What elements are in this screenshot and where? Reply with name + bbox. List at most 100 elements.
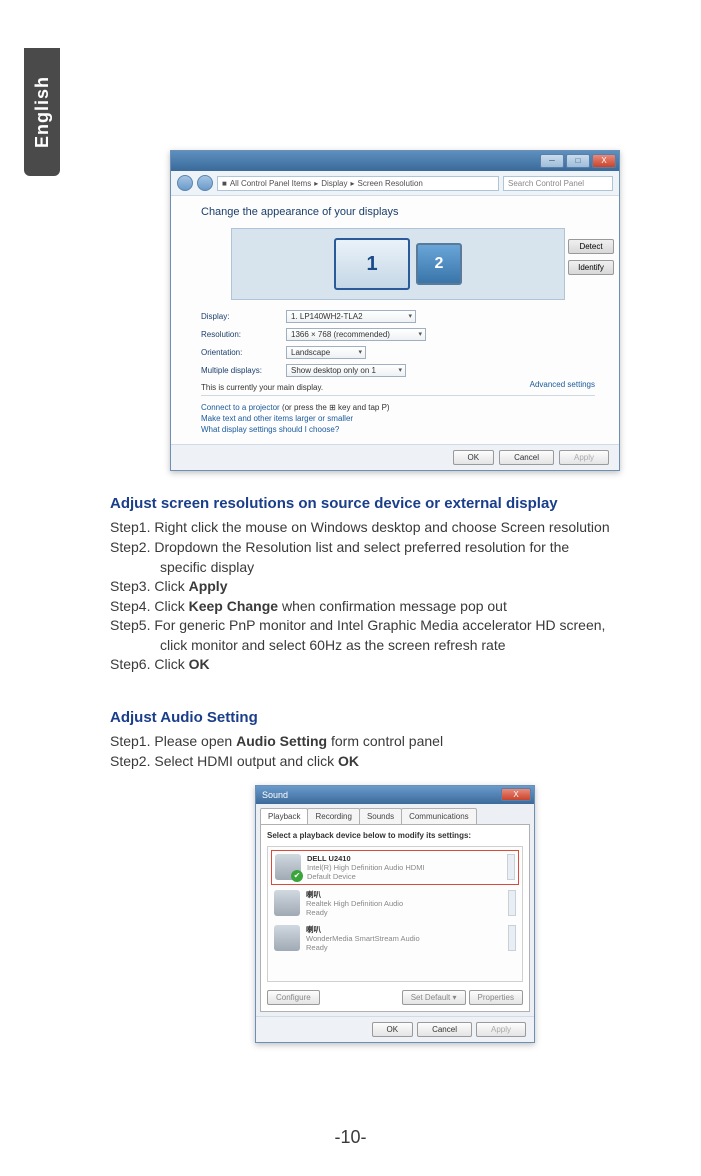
label-display: Display: bbox=[201, 312, 286, 321]
device-row[interactable]: DELL U2410 Intel(R) High Definition Audi… bbox=[271, 850, 519, 885]
device-row[interactable]: 喇叭 Realtek High Definition Audio Ready bbox=[271, 887, 519, 920]
sound-close-button[interactable]: X bbox=[501, 788, 531, 801]
tab-sounds[interactable]: Sounds bbox=[359, 808, 402, 824]
page-number: -10- bbox=[0, 1127, 701, 1148]
s2-step2-text: Step2. Select HDMI output and click bbox=[110, 753, 338, 769]
s1-step4-text2: when confirmation message pop out bbox=[278, 598, 507, 614]
s1-step5a: Step5. For generic PnP monitor and Intel… bbox=[110, 616, 680, 635]
search-input[interactable]: Search Control Panel bbox=[503, 176, 613, 191]
address-bar: ■ All Control Panel Items ▸ Display ▸ Sc… bbox=[171, 171, 619, 196]
device-status: Default Device bbox=[307, 872, 501, 881]
dropdown-resolution[interactable]: 1366 × 768 (recommended) bbox=[286, 328, 426, 341]
sound-title-text: Sound bbox=[262, 790, 288, 800]
device-name: 喇叭 bbox=[306, 925, 502, 934]
projector-link[interactable]: Connect to a projector bbox=[201, 403, 280, 412]
s1-step4-text: Step4. Click bbox=[110, 598, 189, 614]
label-orientation: Orientation: bbox=[201, 348, 286, 357]
divider bbox=[201, 395, 595, 396]
label-multiple: Multiple displays: bbox=[201, 366, 286, 375]
device-status: Ready bbox=[306, 908, 502, 917]
s1-step6-bold: OK bbox=[189, 656, 210, 672]
s1-step6-text: Step6. Click bbox=[110, 656, 189, 672]
s2-step1-text: Step1. Please open bbox=[110, 733, 236, 749]
help-link[interactable]: What display settings should I choose? bbox=[201, 425, 595, 434]
row-display: Display: 1. LP140WH2-TLA2 bbox=[201, 310, 595, 323]
close-button[interactable]: X bbox=[592, 154, 616, 168]
s2-step1-text2: form control panel bbox=[327, 733, 443, 749]
language-tab: English bbox=[24, 48, 60, 176]
breadcrumb-sep: ▸ bbox=[350, 179, 354, 188]
section1-title: Adjust screen resolutions on source devi… bbox=[110, 495, 680, 512]
sound-cancel-button[interactable]: Cancel bbox=[417, 1022, 472, 1037]
s2-step2-bold: OK bbox=[338, 753, 359, 769]
sound-footer: OK Cancel Apply bbox=[256, 1016, 534, 1042]
speaker-icon bbox=[274, 890, 300, 916]
level-meter bbox=[508, 890, 516, 916]
monitor-2[interactable]: 2 bbox=[416, 243, 462, 285]
display-settings-window: ─ □ X ■ All Control Panel Items ▸ Displa… bbox=[170, 150, 620, 471]
identify-button[interactable]: Identify bbox=[568, 260, 614, 275]
cancel-button[interactable]: Cancel bbox=[499, 450, 554, 465]
s1-step4-bold: Keep Change bbox=[189, 598, 278, 614]
dropdown-arrow-icon: ▾ bbox=[453, 993, 457, 1002]
titlebar: ─ □ X bbox=[171, 151, 619, 171]
s1-step6: Step6. Click OK bbox=[110, 655, 680, 674]
device-text: 喇叭 WonderMedia SmartStream Audio Ready bbox=[306, 925, 502, 952]
ok-button[interactable]: OK bbox=[453, 450, 495, 465]
device-list: DELL U2410 Intel(R) High Definition Audi… bbox=[267, 846, 523, 982]
tab-recording[interactable]: Recording bbox=[307, 808, 359, 824]
monitor-1[interactable]: 1 bbox=[334, 238, 410, 290]
speaker-icon bbox=[275, 854, 301, 880]
dropdown-multiple[interactable]: Show desktop only on 1 bbox=[286, 364, 406, 377]
language-tab-text: English bbox=[32, 76, 53, 148]
device-desc: Intel(R) High Definition Audio HDMI bbox=[307, 863, 501, 872]
text-size-link[interactable]: Make text and other items larger or smal… bbox=[201, 414, 595, 423]
s1-step1: Step1. Right click the mouse on Windows … bbox=[110, 518, 680, 537]
tab-communications[interactable]: Communications bbox=[401, 808, 477, 824]
dropdown-display[interactable]: 1. LP140WH2-TLA2 bbox=[286, 310, 416, 323]
s1-step3: Step3. Click Apply bbox=[110, 577, 680, 596]
level-meter bbox=[507, 854, 515, 880]
row-orientation: Orientation: Landscape bbox=[201, 346, 595, 359]
nav-back-button[interactable] bbox=[177, 175, 193, 191]
minimize-button[interactable]: ─ bbox=[540, 154, 564, 168]
nav-forward-button[interactable] bbox=[197, 175, 213, 191]
breadcrumb-part3: Screen Resolution bbox=[357, 179, 422, 188]
s2-step1-bold: Audio Setting bbox=[236, 733, 327, 749]
preview-side-buttons: Detect Identify bbox=[568, 239, 614, 275]
sound-button-row: Configure Set Default ▾ Properties bbox=[267, 990, 523, 1005]
row-resolution: Resolution: 1366 × 768 (recommended) bbox=[201, 328, 595, 341]
projector-hint: (or press the ⊞ key and tap P) bbox=[280, 403, 390, 412]
breadcrumb-sep: ▸ bbox=[314, 179, 318, 188]
apply-button[interactable]: Apply bbox=[559, 450, 609, 465]
device-desc: WonderMedia SmartStream Audio bbox=[306, 934, 502, 943]
s1-step2b: specific display bbox=[110, 558, 680, 577]
device-name: 喇叭 bbox=[306, 890, 502, 899]
sound-ok-button[interactable]: OK bbox=[372, 1022, 414, 1037]
dropdown-orientation[interactable]: Landscape bbox=[286, 346, 366, 359]
s2-step1: Step1. Please open Audio Setting form co… bbox=[110, 732, 680, 751]
configure-button[interactable]: Configure bbox=[267, 990, 320, 1005]
device-name: DELL U2410 bbox=[307, 854, 501, 863]
detect-button[interactable]: Detect bbox=[568, 239, 614, 254]
s1-step5b: click monitor and select 60Hz as the scr… bbox=[110, 636, 680, 655]
label-resolution: Resolution: bbox=[201, 330, 286, 339]
device-row[interactable]: 喇叭 WonderMedia SmartStream Audio Ready bbox=[271, 922, 519, 955]
device-text: 喇叭 Realtek High Definition Audio Ready bbox=[306, 890, 502, 917]
page-content: ─ □ X ■ All Control Panel Items ▸ Displa… bbox=[110, 150, 680, 1043]
sound-apply-button[interactable]: Apply bbox=[476, 1022, 526, 1037]
s1-step4: Step4. Click Keep Change when confirmati… bbox=[110, 597, 680, 616]
sound-titlebar: Sound X bbox=[256, 786, 534, 804]
row-multiple: Multiple displays: Show desktop only on … bbox=[201, 364, 595, 377]
breadcrumb-icon: ■ bbox=[222, 179, 227, 188]
breadcrumb[interactable]: ■ All Control Panel Items ▸ Display ▸ Sc… bbox=[217, 176, 499, 191]
properties-button[interactable]: Properties bbox=[469, 990, 523, 1005]
section2-title: Adjust Audio Setting bbox=[110, 709, 680, 726]
device-text: DELL U2410 Intel(R) High Definition Audi… bbox=[307, 854, 501, 881]
level-meter bbox=[508, 925, 516, 951]
tab-playback[interactable]: Playback bbox=[260, 808, 308, 824]
s1-step3-bold: Apply bbox=[189, 578, 228, 594]
maximize-button[interactable]: □ bbox=[566, 154, 590, 168]
window-body: Change the appearance of your displays 1… bbox=[171, 196, 619, 444]
set-default-button[interactable]: Set Default ▾ bbox=[402, 990, 466, 1005]
